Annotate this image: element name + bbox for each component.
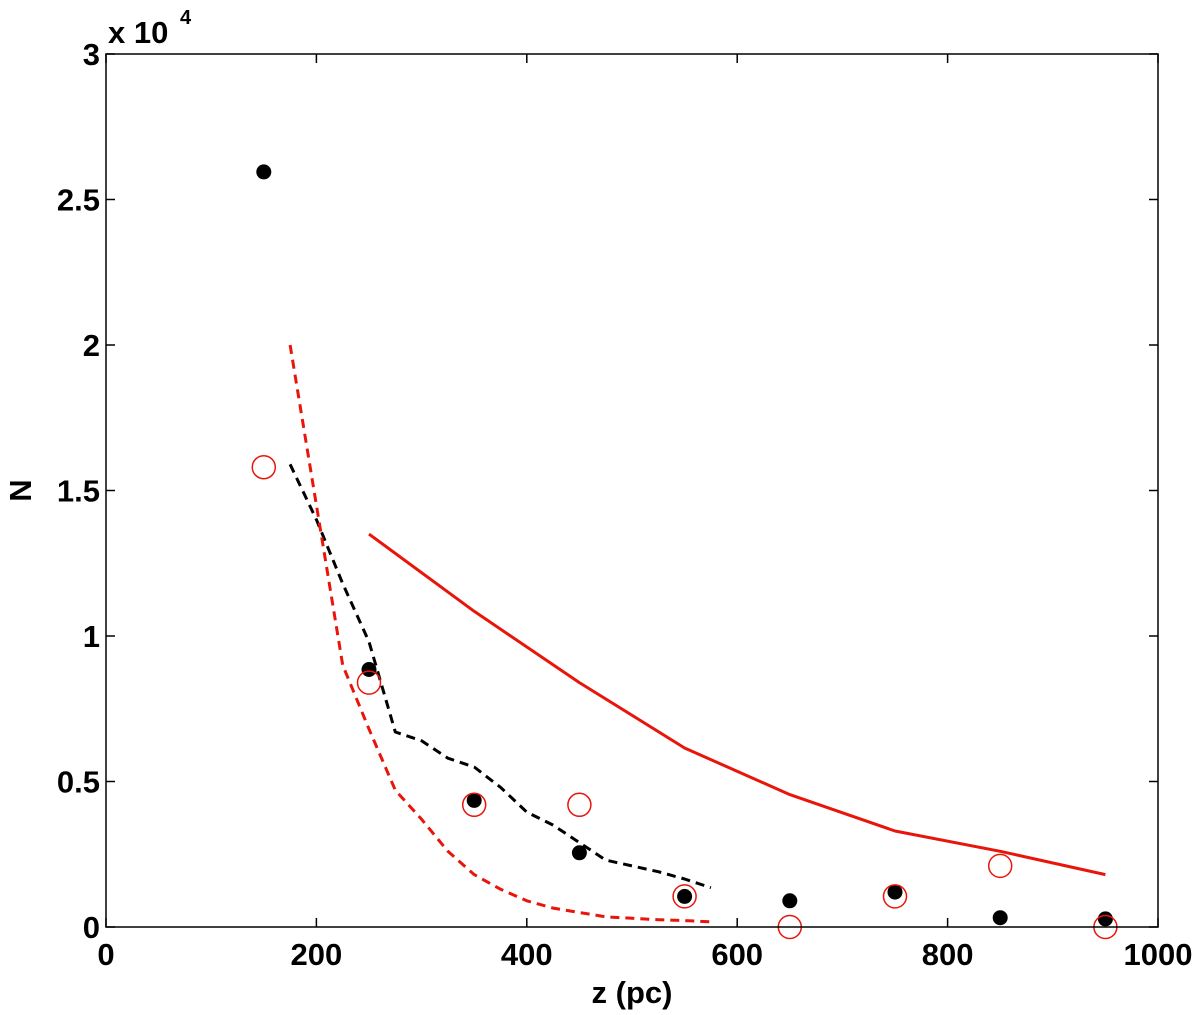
data-point-0-3: [571, 845, 587, 861]
y-tick-label: 0.5: [57, 765, 100, 800]
ticks-layer: 0 200 400 600 800 1000 0 0.5 1 1.5 2 2.5 3: [57, 37, 1193, 972]
data-point-1-3: [567, 792, 592, 818]
data-point-0-4: [677, 888, 693, 904]
data-point-1-6: [882, 884, 908, 909]
data-point-0-1: [361, 662, 377, 677]
data-point-1-2: [461, 792, 487, 818]
x-axis-label: z (pc): [592, 975, 673, 1010]
data-point-0-5: [782, 893, 798, 909]
y-tick-label: 2.5: [57, 183, 100, 218]
data-point-0-7: [992, 910, 1008, 926]
y-axis-label: N: [3, 479, 38, 501]
data-layer: [251, 164, 1118, 940]
y-tick-label: 1: [83, 619, 100, 654]
y-tick-label: 1.5: [57, 474, 100, 509]
x-tick-label: 200: [291, 937, 343, 972]
x-tick-label: 1000: [1124, 937, 1193, 972]
x-tick-label: 600: [711, 937, 763, 972]
y-tick-label: 2: [83, 328, 100, 363]
y-tick-label: 3: [83, 37, 100, 72]
x-tick-label: 400: [501, 937, 553, 972]
y-tick-label: 0: [83, 910, 100, 945]
data-point-1-1: [356, 670, 382, 695]
data-point-0-6: [887, 884, 903, 900]
series-line-3: [288, 463, 712, 890]
data-point-0-0: [256, 164, 272, 180]
data-point-0-8: [1097, 911, 1113, 927]
y-multiplier-exponent: 4: [180, 7, 192, 29]
x-tick-label: 0: [97, 937, 114, 972]
data-point-0-2: [466, 792, 482, 808]
x-tick-label: 800: [922, 937, 974, 972]
series-line-4: [288, 344, 711, 924]
series-line-2: [368, 532, 1106, 877]
data-point-1-4: [672, 884, 697, 909]
y-axis-multiplier: x 10 4: [108, 7, 192, 50]
data-point-1-0: [251, 454, 277, 480]
y-multiplier-base: x 10: [108, 15, 168, 50]
data-point-1-7: [987, 853, 1013, 879]
